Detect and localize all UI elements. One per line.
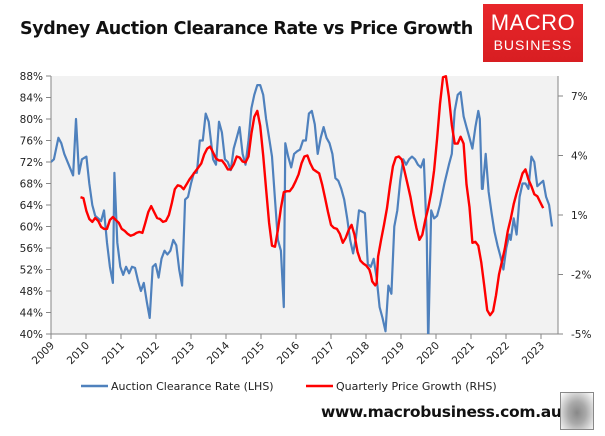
right-axis-tick-label: 4% (571, 151, 588, 163)
x-axis-tick-label: 2017 (310, 340, 337, 367)
chart-title: Sydney Auction Clearance Rate vs Price G… (20, 19, 473, 39)
right-axis-tick-label: -2% (571, 270, 591, 282)
series-line-price-growth (80, 75, 545, 317)
left-axis-tick-label: 72% (20, 157, 43, 169)
x-axis-tick-label: 2011 (100, 340, 127, 367)
left-axis-tick-label: 52% (20, 265, 43, 277)
left-axis-tick-label: 84% (20, 93, 43, 105)
x-axis-tick-label: 2013 (170, 340, 197, 367)
left-axis-tick-label: 48% (20, 286, 43, 298)
left-axis-tick-label: 76% (20, 136, 43, 148)
right-axis-tick-label: -5% (571, 329, 591, 341)
website-url: www.macrobusiness.com.au (321, 403, 562, 421)
x-axis-tick-label: 2015 (240, 340, 267, 367)
x-axis-tick-label: 2022 (485, 340, 512, 367)
left-axis-tick-label: 68% (20, 179, 43, 191)
x-axis-tick-label: 2009 (30, 340, 57, 367)
plot-area (51, 76, 558, 334)
left-axis-tick-label: 88% (20, 71, 43, 83)
series-group (51, 75, 554, 334)
legend: Auction Clearance Rate (LHS) Quarterly P… (81, 380, 497, 393)
right-axis-tick-label: 1% (571, 210, 588, 222)
x-axis-tick-label: 2019 (380, 340, 407, 367)
logo-line2: BUSINESS (493, 37, 573, 53)
left-axis-tick-label: 44% (20, 308, 43, 320)
left-axis-tick-label: 60% (20, 222, 43, 234)
x-axis-tick-label: 2021 (450, 340, 477, 367)
right-axis-tick-label: 7% (571, 91, 588, 103)
x-axis-tick-label: 2020 (415, 340, 442, 367)
x-axis-tick-label: 2014 (205, 339, 233, 367)
x-axis-tick-label: 2012 (135, 340, 162, 367)
legend-label-price: Quarterly Price Growth (RHS) (336, 380, 497, 393)
macrobusiness-logo: MACRO BUSINESS (483, 4, 583, 62)
wolf-logo-icon (560, 392, 594, 430)
left-axis-tick-label: 80% (20, 114, 43, 126)
x-axis-tick-label: 2023 (520, 340, 547, 367)
x-axis-tick-label: 2018 (345, 340, 372, 367)
left-axis-tick-label: 64% (20, 200, 43, 212)
left-axis-tick-label: 56% (20, 243, 43, 255)
logo-line1: MACRO (490, 10, 576, 35)
x-axis-tick-label: 2016 (275, 339, 303, 367)
legend-label-auction: Auction Clearance Rate (LHS) (111, 380, 274, 393)
left-axis-tick-label: 40% (20, 329, 43, 341)
x-axis-tick-label: 2010 (65, 340, 92, 367)
